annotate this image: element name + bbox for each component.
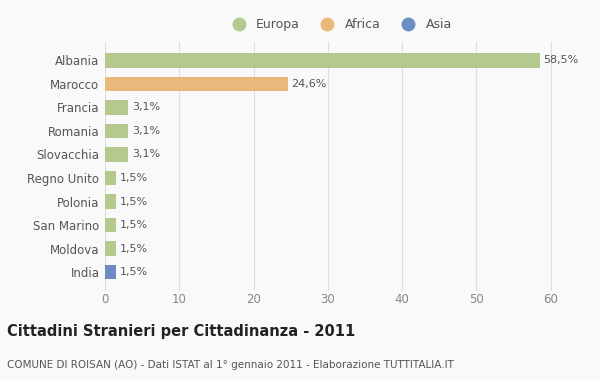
Bar xyxy=(105,194,116,209)
Text: 1,5%: 1,5% xyxy=(120,244,148,253)
Bar xyxy=(105,124,128,138)
Text: 1,5%: 1,5% xyxy=(120,173,148,183)
Text: COMUNE DI ROISAN (AO) - Dati ISTAT al 1° gennaio 2011 - Elaborazione TUTTITALIA.: COMUNE DI ROISAN (AO) - Dati ISTAT al 1°… xyxy=(7,360,454,370)
Legend: Europa, Africa, Asia: Europa, Africa, Asia xyxy=(221,13,457,36)
Text: 3,1%: 3,1% xyxy=(132,149,160,160)
Bar xyxy=(105,100,128,115)
Text: 58,5%: 58,5% xyxy=(543,55,578,65)
Text: 24,6%: 24,6% xyxy=(292,79,327,89)
Text: 1,5%: 1,5% xyxy=(120,267,148,277)
Text: 1,5%: 1,5% xyxy=(120,220,148,230)
Text: 3,1%: 3,1% xyxy=(132,103,160,112)
Text: Cittadini Stranieri per Cittadinanza - 2011: Cittadini Stranieri per Cittadinanza - 2… xyxy=(7,324,355,339)
Bar xyxy=(105,241,116,256)
Bar xyxy=(105,53,539,68)
Text: 1,5%: 1,5% xyxy=(120,196,148,207)
Text: 3,1%: 3,1% xyxy=(132,126,160,136)
Bar xyxy=(105,171,116,185)
Bar xyxy=(105,218,116,232)
Bar xyxy=(105,147,128,162)
Bar xyxy=(105,77,288,91)
Bar xyxy=(105,265,116,279)
